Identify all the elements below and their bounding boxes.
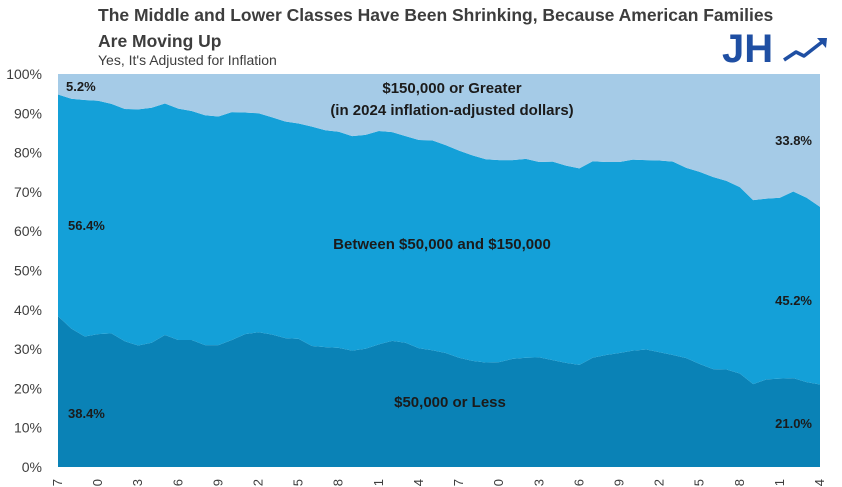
svg-text:9: 9 — [210, 479, 225, 486]
series-label-middle: Between $50,000 and $150,000 — [333, 236, 551, 253]
area-top — [58, 74, 820, 207]
svg-text:2: 2 — [251, 479, 266, 486]
x-tick-label: 0 — [90, 479, 105, 486]
y-tick-label: 40% — [14, 302, 42, 318]
svg-text:5: 5 — [692, 479, 707, 486]
x-tick-label: 6 — [571, 479, 586, 486]
svg-text:9: 9 — [612, 479, 627, 486]
chart-title: The Middle and Lower Classes Have Been S… — [98, 5, 774, 51]
x-tick-label: 0 — [491, 479, 506, 486]
logo-text: JH — [722, 27, 773, 68]
svg-text:6: 6 — [571, 479, 586, 486]
x-tick-label: 9 — [612, 479, 627, 486]
series-label-top: (in 2024 inflation-adjusted dollars) — [330, 102, 573, 119]
svg-text:7: 7 — [50, 479, 65, 486]
x-tick-label: 1 — [371, 479, 386, 486]
y-tick-label: 50% — [14, 263, 42, 279]
svg-text:5: 5 — [291, 479, 306, 486]
svg-text:4: 4 — [812, 479, 827, 486]
jh-logo: JH — [722, 27, 827, 68]
svg-text:8: 8 — [331, 479, 346, 486]
end-value-label: 45.2% — [775, 293, 812, 308]
x-tick-label: 3 — [531, 479, 546, 486]
svg-text:8: 8 — [732, 479, 747, 486]
x-tick-label: 2 — [251, 479, 266, 486]
x-tick-label: 4 — [411, 479, 426, 486]
series-label-bottom: $50,000 or Less — [394, 394, 506, 411]
svg-text:1: 1 — [772, 479, 787, 486]
x-tick-label: 7 — [451, 479, 466, 486]
x-tick-label: 4 — [812, 479, 827, 486]
svg-text:3: 3 — [130, 479, 145, 486]
svg-text:0: 0 — [491, 479, 506, 486]
area-middle — [58, 94, 820, 385]
svg-text:0: 0 — [90, 479, 105, 486]
y-tick-label: 20% — [14, 380, 42, 396]
y-tick-label: 90% — [14, 105, 42, 121]
x-tick-label: 7 — [50, 479, 65, 486]
start-value-label: 38.4% — [68, 406, 105, 421]
x-tick-label: 5 — [692, 479, 707, 486]
y-tick-label: 10% — [14, 420, 42, 436]
svg-text:7: 7 — [451, 479, 466, 486]
start-value-label: 56.4% — [68, 218, 105, 233]
x-tick-label: 3 — [130, 479, 145, 486]
series-label-top: $150,000 or Greater — [382, 80, 521, 97]
y-tick-label: 30% — [14, 341, 42, 357]
x-tick-label: 1 — [772, 479, 787, 486]
chart-subtitle: Yes, It's Adjusted for Inflation — [98, 52, 277, 68]
trend-arrow-icon — [783, 38, 827, 62]
y-tick-label: 0% — [22, 459, 42, 475]
y-tick-label: 60% — [14, 223, 42, 239]
area-bottom — [58, 316, 820, 467]
svg-text:2: 2 — [652, 479, 667, 486]
x-tick-label: 5 — [291, 479, 306, 486]
y-tick-label: 70% — [14, 184, 42, 200]
end-value-label: 21.0% — [775, 416, 812, 431]
x-tick-label: 8 — [331, 479, 346, 486]
svg-text:4: 4 — [411, 479, 426, 486]
start-value-label: 5.2% — [66, 79, 96, 94]
x-tick-label: 2 — [652, 479, 667, 486]
end-value-label: 33.8% — [775, 133, 812, 148]
y-tick-label: 80% — [14, 145, 42, 161]
svg-text:3: 3 — [531, 479, 546, 486]
y-tick-label: 100% — [6, 66, 42, 82]
x-tick-label: 8 — [732, 479, 747, 486]
svg-text:1: 1 — [371, 479, 386, 486]
x-tick-label: 9 — [210, 479, 225, 486]
x-tick-label: 6 — [170, 479, 185, 486]
svg-text:6: 6 — [170, 479, 185, 486]
